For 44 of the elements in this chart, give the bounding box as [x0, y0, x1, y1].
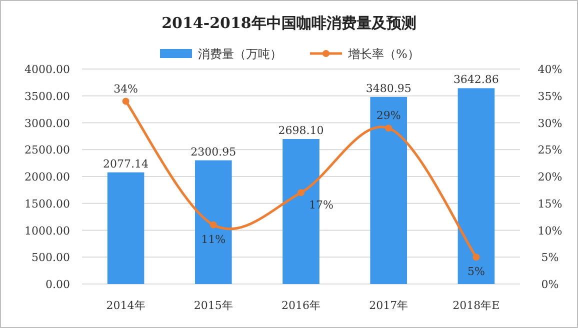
y-tick-label: 2000.00 [24, 170, 70, 184]
y-tick-label: 2500.00 [24, 144, 70, 157]
y-tick-label: 0.00 [46, 278, 70, 291]
y2-tick-label: 40% [538, 63, 562, 76]
y2-tick-label: 35% [538, 90, 562, 103]
y-tick-label: 1500.00 [24, 197, 70, 210]
data-label: 3480.95 [366, 82, 412, 95]
bar [107, 172, 144, 284]
bar [195, 160, 232, 284]
point [472, 254, 480, 261]
y-tick-label: 3000.00 [24, 116, 70, 130]
x-tick-label: 2016年 [282, 299, 320, 312]
y2-tick-label: 20% [538, 170, 562, 184]
y2-tick-label: 10% [538, 224, 562, 238]
y-tick-label: 1000.00 [24, 224, 70, 238]
data-label: 11% [201, 232, 226, 246]
y2-tick-label: 5% [541, 251, 559, 264]
x-tick-label: 2017年 [369, 299, 408, 312]
legend-label: 消费量（万吨） [198, 47, 282, 61]
x-tick-label: 2015年 [194, 299, 233, 312]
chart-title: 2014-2018年中国咖啡消费量及预测 [162, 14, 416, 32]
data-label: 5% [467, 265, 485, 278]
x-tick-label: 2018年E [452, 299, 500, 312]
data-label: 29% [376, 109, 401, 122]
y2-tick-label: 25% [538, 144, 562, 157]
x-tick-label: 2014年 [106, 299, 146, 312]
y2-tick-label: 15% [538, 197, 562, 210]
bar [370, 96, 407, 284]
point [210, 221, 217, 228]
bar [458, 88, 495, 284]
data-label: 2698.10 [278, 124, 324, 137]
y-tick-label: 3500.00 [24, 90, 70, 103]
y-tick-label: 4000.00 [24, 63, 70, 76]
point [122, 98, 130, 105]
y2-tick-label: 0% [541, 278, 559, 291]
legend-label: 增长率（%） [347, 47, 420, 61]
point [385, 124, 392, 132]
data-label: 34% [114, 82, 138, 96]
data-label: 2300.95 [190, 145, 236, 158]
y-tick-label: 500.00 [32, 251, 70, 264]
point [298, 189, 304, 196]
data-label: 2077.14 [103, 157, 149, 170]
data-label: 3642.86 [453, 73, 499, 86]
y2-tick-label: 30% [538, 116, 562, 130]
